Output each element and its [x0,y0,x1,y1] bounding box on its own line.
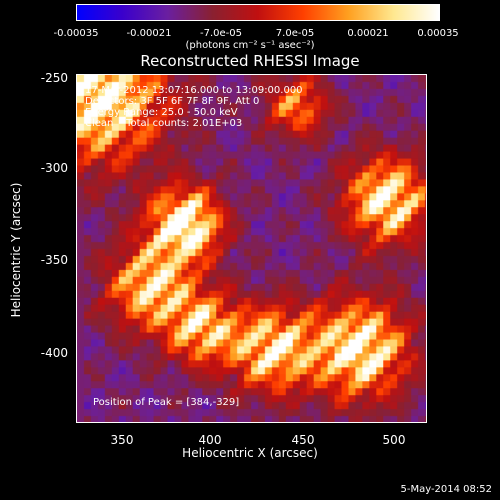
image-title: Reconstructed RHESSI Image [140,52,360,70]
info-line: Energy Range: 25.0 - 50.0 keV [85,107,238,118]
y-tick: -400 [40,346,68,360]
y-tick: -300 [40,161,68,175]
x-tick: 500 [382,433,406,447]
colorbar [76,4,440,21]
colorbar-tick: 0.00035 [417,28,459,39]
colorbar-tick: -0.00035 [53,28,99,39]
peak-position: Position of Peak = [384,-329] [93,397,240,408]
colorbar-tick: 7.0e-05 [275,28,315,39]
x-axis-label: Heliocentric X (arcsec) [182,446,318,460]
colorbar-tick: -0.00021 [126,28,172,39]
y-tick: -350 [40,253,68,267]
rhessi-image: 17-Mar-2012 13:07:16.000 to 13:09:00.000… [76,74,427,423]
colorbar-tick: 0.00021 [347,28,389,39]
heatmap-canvas [77,75,426,422]
colorbar-tick: -7.0e-05 [200,28,242,39]
colorbar-units: (photons cm⁻² s⁻¹ asec⁻²) [185,40,315,51]
x-tick: 400 [198,433,222,447]
x-tick: 350 [110,433,134,447]
x-tick: 450 [291,433,315,447]
info-line: 17-Mar-2012 13:07:16.000 to 13:09:00.000 [85,85,303,96]
date-stamp: 5-May-2014 08:52 [400,484,492,495]
info-line: Detectors: 3F 5F 6F 7F 8F 9F, Att 0 [85,96,260,107]
info-line: Clean Total counts: 2.01E+03 [85,118,243,129]
y-axis-label: Heliocentric Y (arcsec) [9,182,23,318]
y-tick: -250 [40,71,68,85]
